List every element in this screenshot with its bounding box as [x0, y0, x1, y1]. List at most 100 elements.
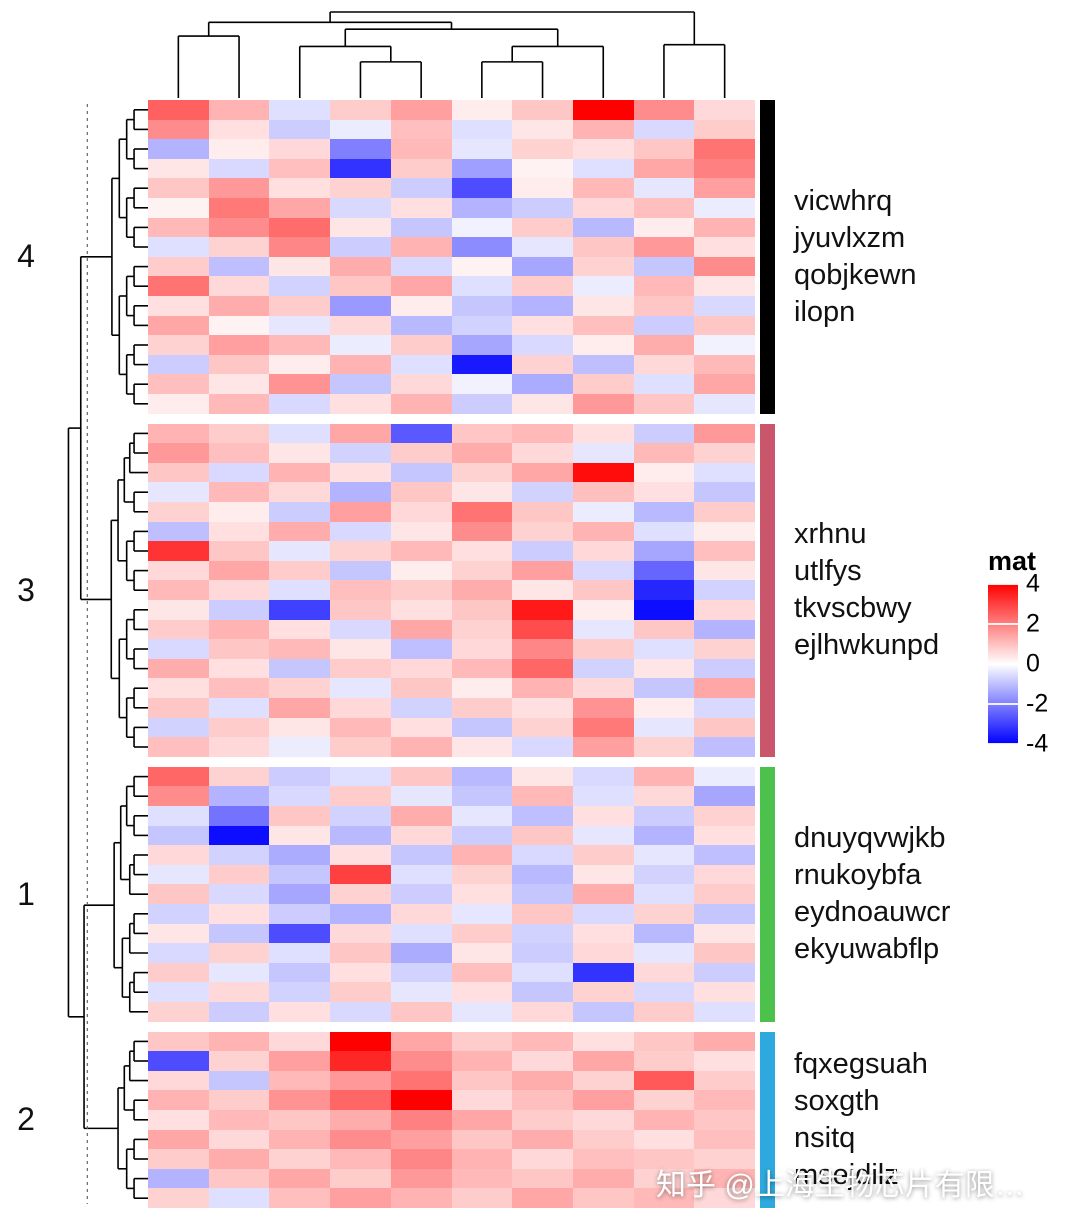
heatmap-cell — [694, 217, 755, 238]
heatmap-cell — [269, 237, 331, 257]
heatmap-cell — [208, 482, 270, 502]
heatmap-cell — [633, 374, 695, 394]
heatmap-cell — [694, 1109, 755, 1130]
heatmap-cell — [451, 462, 513, 483]
heatmap-cell — [148, 825, 209, 846]
legend-tick-label: -2 — [1026, 689, 1049, 718]
heatmap-cell — [694, 805, 755, 826]
heatmap-cell — [148, 1031, 209, 1052]
heatmap-cell — [633, 737, 695, 757]
heatmap-cell — [269, 962, 331, 983]
heatmap-cell — [694, 717, 755, 738]
heatmap-cell — [390, 1051, 452, 1071]
heatmap-cell — [694, 1149, 755, 1169]
heatmap-cell — [694, 501, 755, 522]
heatmap-cell — [390, 374, 452, 394]
heatmap-cell — [390, 354, 452, 375]
heatmap-cell — [572, 1031, 634, 1052]
heatmap-cell — [390, 100, 452, 120]
heatmap-cell — [633, 560, 695, 581]
heatmap-cell — [148, 354, 209, 375]
heatmap-cell — [330, 462, 391, 483]
row-cluster-label: 2 — [17, 1101, 35, 1138]
heatmap-cell — [572, 658, 634, 679]
heatmap-cell — [451, 158, 513, 179]
heatmap-cell — [330, 639, 391, 659]
heatmap-cell — [694, 697, 755, 718]
heatmap-cell — [572, 541, 634, 561]
heatmap-cell — [208, 197, 270, 218]
heatmap-cell — [694, 237, 755, 257]
heatmap-cell — [269, 884, 331, 904]
heatmap-cell — [694, 903, 755, 924]
heatmap-cell — [148, 1090, 209, 1110]
heatmap-cell — [451, 256, 513, 277]
heatmap-cell — [694, 1090, 755, 1110]
heatmap-cell — [148, 599, 209, 620]
heatmap-cell — [512, 217, 573, 238]
heatmap-cell — [269, 158, 331, 179]
heatmap-cell — [694, 393, 755, 414]
heatmap-cell — [330, 678, 391, 698]
heatmap-cell — [390, 315, 452, 336]
legend-tick-label: 2 — [1026, 609, 1040, 638]
heatmap-cell — [694, 982, 755, 1002]
heatmap-cell — [451, 786, 513, 806]
heatmap-cell — [148, 580, 209, 600]
heatmap-cell — [451, 717, 513, 738]
heatmap-cell — [330, 315, 391, 336]
heatmap-cell — [572, 697, 634, 718]
heatmap-cell — [330, 962, 391, 983]
heatmap-cell — [633, 786, 695, 806]
heatmap-cell — [208, 1090, 270, 1110]
heatmap-cell — [390, 158, 452, 179]
heatmap-cell — [330, 1031, 391, 1052]
heatmap-cell — [512, 619, 573, 640]
heatmap-cell — [512, 423, 573, 444]
watermark: 知乎 @上海生物芯片有限… — [656, 1169, 1025, 1202]
heatmap-cell — [512, 825, 573, 846]
heatmap-cell — [512, 335, 573, 355]
heatmap-cell — [330, 1168, 391, 1189]
heatmap-cell — [330, 237, 391, 257]
heatmap-cell — [269, 717, 331, 738]
heatmap-cell — [148, 217, 209, 238]
heatmap-cell — [330, 178, 391, 198]
heatmap-cell — [330, 335, 391, 355]
heatmap-cell — [330, 501, 391, 522]
heatmap-cell — [148, 178, 209, 198]
heatmap-cell — [330, 864, 391, 885]
legend-tick-mark — [988, 583, 1018, 585]
heatmap-cell — [390, 521, 452, 542]
heatmap-cell — [330, 825, 391, 846]
heatmap-cell — [208, 678, 270, 698]
heatmap-cell — [208, 825, 270, 846]
heatmap-cell — [269, 393, 331, 414]
heatmap-cell — [390, 943, 452, 963]
heatmap-cell — [451, 1031, 513, 1052]
heatmap-cell — [208, 423, 270, 444]
heatmap-cell — [148, 884, 209, 904]
heatmap-cell — [390, 541, 452, 561]
heatmap-cell — [572, 158, 634, 179]
heatmap-cell — [148, 1070, 209, 1091]
heatmap-cell — [572, 903, 634, 924]
heatmap-cell — [633, 805, 695, 826]
heatmap-cell — [451, 1129, 513, 1150]
heatmap-cell — [390, 1070, 452, 1091]
heatmap-cell — [269, 1168, 331, 1189]
heatmap-cell — [330, 658, 391, 679]
gene-label: xrhnu — [794, 518, 867, 551]
heatmap-cell — [451, 599, 513, 620]
heatmap-cell — [330, 599, 391, 620]
heatmap-cell — [148, 158, 209, 179]
heatmap-cell — [572, 639, 634, 659]
heatmap-row-group-1 — [148, 766, 755, 1022]
heatmap-cell — [512, 923, 573, 944]
heatmap-cell — [208, 501, 270, 522]
heatmap-cell — [694, 786, 755, 806]
legend-tick-mark — [988, 743, 1018, 745]
heatmap-cell — [451, 374, 513, 394]
heatmap-cell — [269, 1051, 331, 1071]
heatmap-cell — [572, 619, 634, 640]
